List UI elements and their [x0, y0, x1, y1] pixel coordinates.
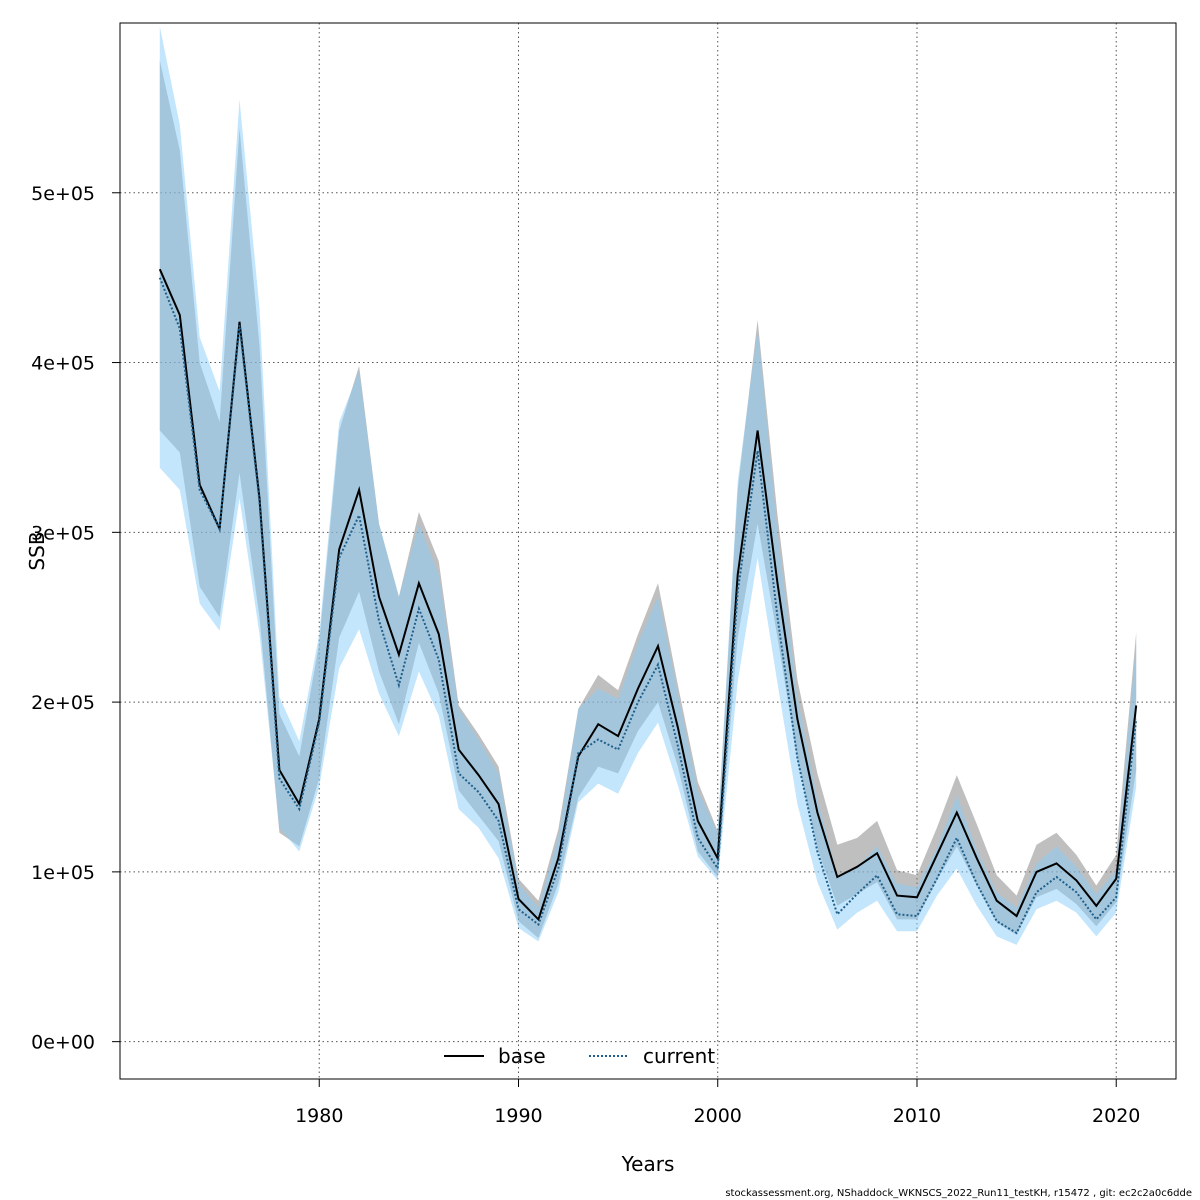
legend-label-base: base: [498, 1044, 546, 1068]
x-tick-label-2000: 2000: [694, 1105, 742, 1127]
y-tick-label-0: 0e+00: [31, 1032, 95, 1054]
legend: base current: [444, 1044, 715, 1068]
x-tick-label-2020: 2020: [1092, 1105, 1140, 1127]
footer-credit: stockassessment.org, NShaddock_WKNSCS_20…: [725, 1188, 1192, 1199]
y-tick-label-5: 5e+05: [31, 183, 95, 205]
y-tick-label-4: 4e+05: [31, 353, 95, 375]
y-axis: 0e+00 1e+05 2e+05 3e+05 4e+05 5e+05: [31, 183, 120, 1054]
legend-label-current: current: [643, 1044, 715, 1068]
line-base: [158, 268, 1138, 922]
x-axis-title: Years: [621, 1152, 675, 1176]
plot-frame: [119, 22, 1177, 1080]
x-tick-label-1990: 1990: [494, 1105, 542, 1127]
series-lines: [158, 268, 1138, 935]
band-current: [159, 26, 1137, 945]
line-current: [158, 277, 1138, 935]
y-axis-title: SSB: [25, 531, 49, 570]
x-tick-label-1980: 1980: [295, 1105, 343, 1127]
x-axis: 1980 1990 2000 2010 2020: [295, 1079, 1140, 1127]
y-tick-label-2: 2e+05: [31, 692, 95, 714]
y-tick-label-1: 1e+05: [31, 862, 95, 884]
x-tick-label-2010: 2010: [893, 1105, 941, 1127]
confidence-bands: [159, 26, 1137, 945]
y-tick-label-3: 3e+05: [31, 522, 95, 544]
